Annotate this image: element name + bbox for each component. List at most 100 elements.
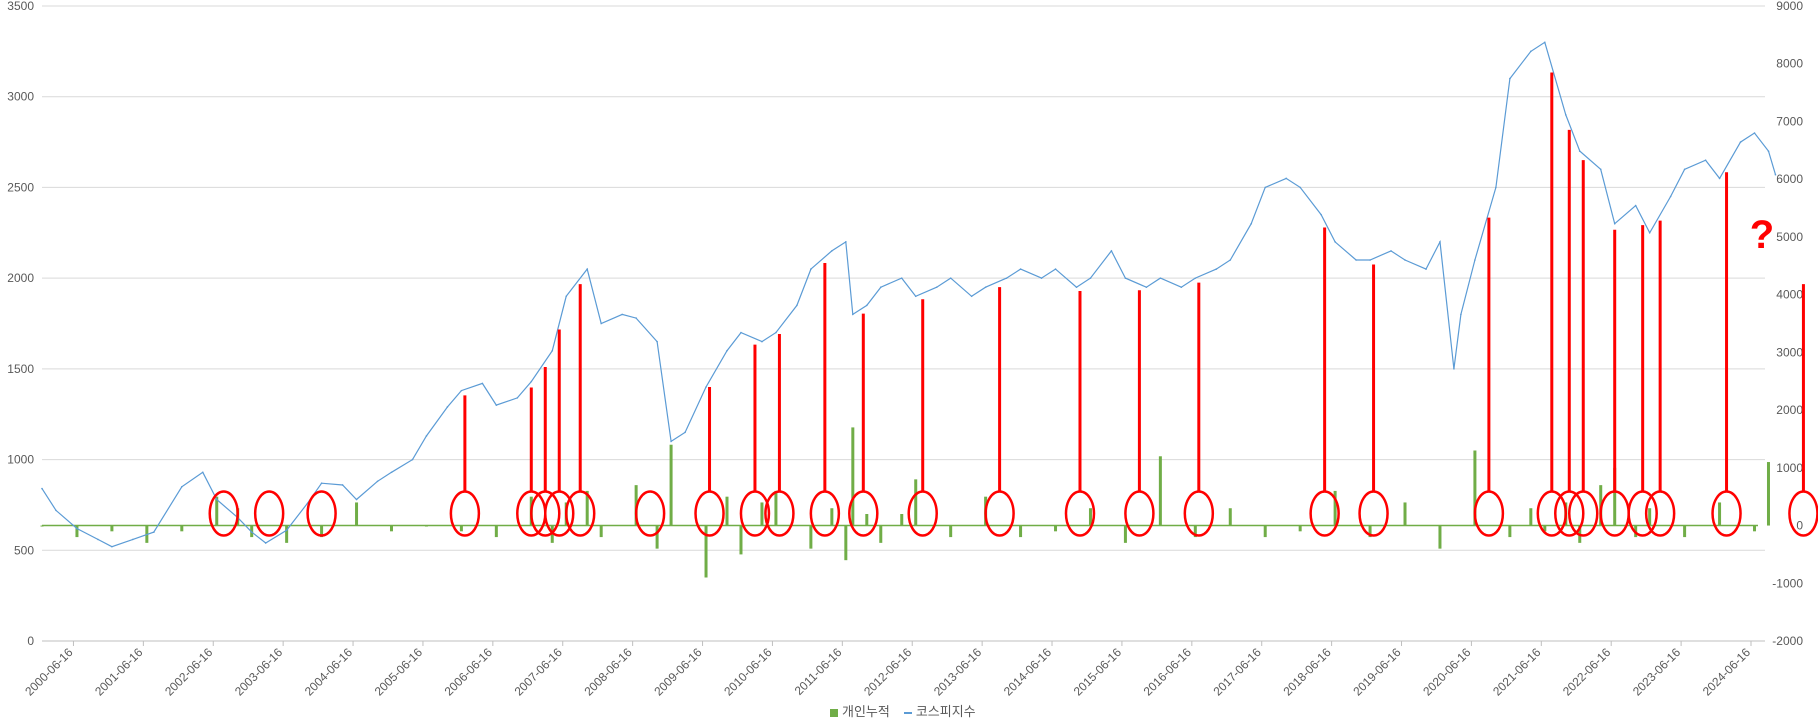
- kospi-point: [285, 529, 288, 532]
- annotation-ellipse: [253, 490, 285, 537]
- annotation-ellipse: [208, 490, 239, 537]
- kospi-point: [1145, 286, 1148, 289]
- bar: [1368, 525, 1372, 538]
- kospi-point: [1194, 277, 1197, 279]
- y-left-tick-label: 1000: [7, 453, 34, 467]
- annotation-ellipse: [1309, 490, 1340, 537]
- annotation-ellipse: [530, 490, 561, 537]
- legend-label-bar: 개인누적: [842, 704, 890, 719]
- x-tick-label: 2008-06-16: [581, 645, 635, 699]
- bar: [1123, 525, 1127, 543]
- bar: [110, 525, 114, 532]
- bar: [865, 514, 869, 526]
- x-tick-label: 2022-06-16: [1560, 645, 1614, 699]
- kospi-point: [970, 295, 973, 298]
- y-right-tick-label: 8000: [1776, 57, 1803, 71]
- annotation-ellipse: [1711, 490, 1742, 537]
- kospi-point: [1578, 150, 1581, 152]
- kospi-point: [1718, 177, 1721, 180]
- x-tick-label: 2001-06-16: [92, 645, 146, 699]
- y-right-tick-label: 0: [1796, 519, 1803, 533]
- bar: [180, 525, 184, 532]
- kospi-point: [390, 471, 393, 474]
- kospi-point: [1564, 114, 1567, 116]
- series-코스피지수: [41, 41, 1777, 548]
- kospi-point: [670, 440, 672, 443]
- x-tick-label: 2015-06-16: [1071, 645, 1125, 699]
- kospi-point: [831, 250, 833, 252]
- y-right-tick-label: 5000: [1776, 230, 1803, 244]
- kospi-point: [1453, 368, 1455, 370]
- annotation-ellipse: [1788, 490, 1818, 537]
- bar: [1473, 450, 1477, 526]
- kospi-point: [1215, 268, 1218, 270]
- kospi-point: [1019, 268, 1022, 270]
- bar: [1088, 508, 1092, 526]
- bar: [1683, 525, 1687, 538]
- kospi-point: [55, 509, 57, 512]
- x-tick-label: 2021-06-16: [1490, 645, 1544, 699]
- annotation-ellipse: [1554, 490, 1585, 537]
- kospi-point: [1320, 213, 1322, 216]
- bar: [1543, 525, 1547, 532]
- kospi-point: [180, 485, 183, 488]
- kospi-point: [1767, 150, 1770, 152]
- kospi-point: [935, 286, 938, 289]
- kospi-point: [1669, 195, 1672, 198]
- bar: [320, 525, 324, 538]
- x-tick-label: 2014-06-16: [1001, 645, 1055, 699]
- kospi-point: [1285, 177, 1287, 180]
- y-right-tick-label: 7000: [1776, 114, 1803, 128]
- kospi-point: [355, 498, 358, 501]
- kospi-point: [215, 498, 218, 501]
- kospi-point: [41, 487, 43, 490]
- y-left-tick-label: 3500: [7, 0, 34, 13]
- kospi-point: [411, 458, 414, 461]
- bar: [949, 525, 953, 538]
- kospi-point: [810, 268, 812, 270]
- y-axis-right: -2000 -1000 0 1000 2000 3000 4000 5000 6000 7000 8…: [1772, 0, 1803, 648]
- kospi-point: [684, 431, 686, 434]
- kospi-point: [1124, 277, 1127, 279]
- legend-swatch-bar: [830, 708, 838, 717]
- annotation-ellipse: [1064, 490, 1096, 537]
- bar: [1648, 508, 1652, 526]
- bar: [1403, 502, 1407, 526]
- bar: [1613, 467, 1617, 526]
- bar: [655, 525, 659, 549]
- kospi-point: [600, 322, 602, 325]
- kospi-point: [621, 313, 623, 316]
- legend-label-line: 코스피지수: [915, 704, 976, 719]
- kospi-point: [1110, 250, 1113, 252]
- bar: [1766, 462, 1770, 526]
- kospi-point: [879, 286, 882, 289]
- bar: [914, 479, 918, 526]
- y-right-tick-label: 1000: [1776, 461, 1803, 475]
- kospi-point: [1005, 277, 1008, 279]
- bar: [355, 502, 359, 526]
- kospi-point: [761, 340, 763, 343]
- kospi-point: [1774, 173, 1777, 176]
- kospi-point: [1753, 132, 1756, 134]
- kospi-point: [551, 349, 554, 352]
- kospi-point: [250, 531, 253, 533]
- y-left-tick-label: 1500: [7, 362, 34, 376]
- bar: [1193, 525, 1197, 538]
- kospi-point: [1299, 186, 1301, 189]
- kospi-point: [1425, 268, 1427, 270]
- bar: [389, 525, 393, 532]
- kospi-point: [201, 471, 204, 474]
- annotation-ellipse: [1568, 490, 1599, 537]
- bar: [1019, 525, 1023, 538]
- kospi-point: [1495, 186, 1497, 189]
- kospi-point: [1460, 313, 1462, 316]
- x-tick-label: 2011-06-16: [792, 645, 845, 698]
- annotation-ellipse: [634, 490, 666, 537]
- annotation-ellipse: [764, 490, 795, 537]
- kospi-point: [949, 277, 952, 279]
- bar: [739, 525, 743, 555]
- x-tick-label: 2018-06-16: [1280, 645, 1334, 699]
- kospi-point: [635, 317, 637, 319]
- annotation-question-mark: ?: [1750, 213, 1774, 257]
- y-axis-left: 0 500 1000 1500 2000 2500 3000 3500: [7, 0, 34, 648]
